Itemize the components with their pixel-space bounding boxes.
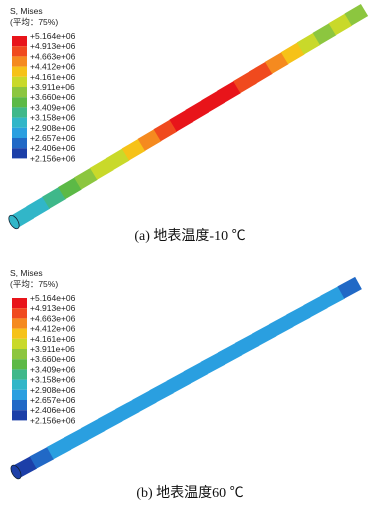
legend-swatch xyxy=(12,107,27,117)
legend-swatch xyxy=(12,359,27,369)
legend-swatch xyxy=(12,36,27,46)
legend-swatch xyxy=(12,308,27,318)
legend-swatch xyxy=(12,369,27,379)
legend-label: +4.913e+06 xyxy=(30,303,76,313)
legend-swatch xyxy=(12,128,27,138)
legend-label: +2.657e+06 xyxy=(30,133,76,143)
legend-swatch xyxy=(12,118,27,128)
legend-label: +2.908e+06 xyxy=(30,123,76,133)
caption: (a) 地表温度-10 ℃ xyxy=(134,228,245,244)
legend-swatch xyxy=(12,329,27,339)
legend-label: +4.412e+06 xyxy=(30,62,76,72)
legend-subtitle: (平均：75%) xyxy=(10,17,58,27)
legend-label: +4.161e+06 xyxy=(30,334,76,344)
legend-swatch xyxy=(12,77,27,87)
legend-label: +4.161e+06 xyxy=(30,72,76,82)
legend-title: S, Mises xyxy=(10,268,43,278)
legend-swatch xyxy=(12,390,27,400)
legend-swatch xyxy=(12,339,27,349)
legend-swatch xyxy=(12,67,27,77)
legend-label: +5.164e+06 xyxy=(30,293,76,303)
legend-title: S, Mises xyxy=(10,6,43,16)
legend-label: +3.660e+06 xyxy=(30,354,76,364)
legend-label: +4.663e+06 xyxy=(30,313,76,323)
legend-swatch xyxy=(12,349,27,359)
legend-label: +3.409e+06 xyxy=(30,364,76,374)
legend-label: +3.409e+06 xyxy=(30,102,76,112)
legend-subtitle: (平均：75%) xyxy=(10,279,58,289)
legend-swatch xyxy=(12,138,27,148)
legend-label: +3.911e+06 xyxy=(30,344,75,354)
legend-label: +3.911e+06 xyxy=(30,82,75,92)
legend-swatch xyxy=(12,46,27,56)
caption: (b) 地表温度60 ℃ xyxy=(136,485,243,501)
legend-label: +3.158e+06 xyxy=(30,113,76,123)
legend-label: +2.156e+06 xyxy=(30,415,76,425)
legend-label: +4.412e+06 xyxy=(30,324,76,334)
legend-label: +2.908e+06 xyxy=(30,385,76,395)
legend-swatch xyxy=(12,318,27,328)
legend-label: +2.156e+06 xyxy=(30,153,76,163)
panel: S, Mises(平均：75%) +5.164e+06+4.913e+06+4.6… xyxy=(7,4,368,244)
legend-label: +4.663e+06 xyxy=(30,51,76,61)
legend-swatch xyxy=(12,87,27,97)
legend-swatch xyxy=(12,410,27,420)
legend-swatch xyxy=(12,298,27,308)
legend-label: +2.406e+06 xyxy=(30,405,76,415)
legend-swatch xyxy=(12,56,27,66)
legend-label: +4.913e+06 xyxy=(30,41,76,51)
legend-label: +3.158e+06 xyxy=(30,375,76,385)
legend-label: +2.657e+06 xyxy=(30,395,76,405)
figure: S, Mises(平均：75%)+5.164e+06+4.913e+06+4.6… xyxy=(0,0,373,514)
legend-label: +2.406e+06 xyxy=(30,143,76,153)
legend-label: +5.164e+06 xyxy=(30,31,76,41)
panel: S, Mises(平均：75%) +5.164e+06+4.913e+06+4.6… xyxy=(9,268,362,501)
legend-swatch xyxy=(12,148,27,158)
legend-swatch xyxy=(12,400,27,410)
legend-swatch xyxy=(12,97,27,107)
legend-swatch xyxy=(12,380,27,390)
legend-label: +3.660e+06 xyxy=(30,92,76,102)
